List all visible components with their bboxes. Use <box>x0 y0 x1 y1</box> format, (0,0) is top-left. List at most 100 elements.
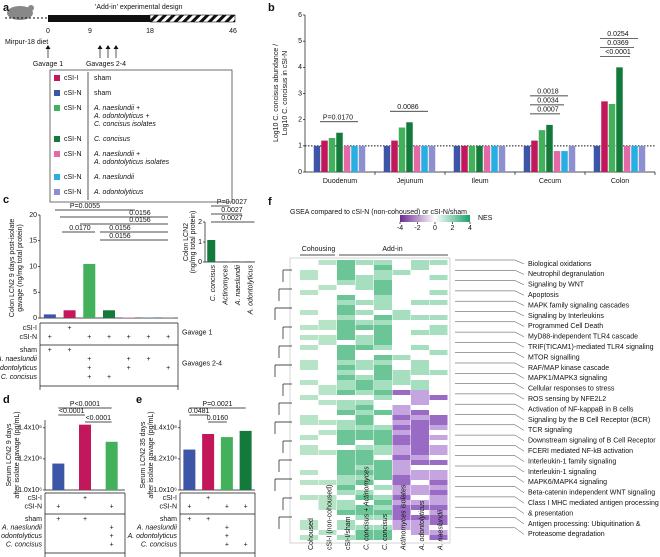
pathway-link <box>514 424 525 431</box>
heatmap-cell <box>337 325 355 330</box>
text: + <box>187 516 191 523</box>
heatmap-cell <box>429 300 448 305</box>
heatmap-cell <box>337 525 355 530</box>
heatmap-cell <box>392 405 411 410</box>
bar <box>538 130 546 172</box>
heatmap-cell <box>337 455 355 460</box>
bar <box>546 124 553 172</box>
arrow-head <box>113 45 119 49</box>
heatmap-cell <box>374 375 392 380</box>
text: 0.0034 <box>537 98 559 105</box>
heatmap-cell <box>374 260 392 265</box>
heatmap-cell <box>337 385 355 390</box>
heatmap-cell <box>300 365 318 370</box>
text: TRIF(TICAM1)-mediated TLR4 signaling <box>528 344 654 351</box>
heatmap-cell <box>374 535 392 540</box>
y-tick-label: 3 <box>298 90 302 97</box>
heatmap-cell <box>374 475 392 480</box>
heatmap-cell <box>337 470 355 475</box>
bar <box>313 145 321 172</box>
heatmap-cell <box>337 440 355 445</box>
heatmap-cell <box>429 290 448 295</box>
bar <box>328 137 336 172</box>
y-tick-label: 10 <box>29 263 37 270</box>
text: Activation of NF-kappaB in B cells <box>528 406 634 413</box>
heatmap-cell <box>374 335 392 340</box>
heatmap-cell <box>337 450 355 455</box>
bar <box>406 122 413 172</box>
heatmap-cell <box>355 445 374 450</box>
heatmap-cell <box>411 395 429 400</box>
y-tick-label: 1 <box>298 143 302 150</box>
bar <box>202 434 215 490</box>
heatmap-cell <box>318 530 337 535</box>
text: Proteasome degradation <box>528 531 605 538</box>
heatmap-cell <box>411 365 429 370</box>
text: + <box>244 503 248 510</box>
heatmap-cell <box>392 420 411 425</box>
bar <box>601 101 608 172</box>
y-tick-label: 5 <box>33 289 37 296</box>
heatmap-cell <box>411 410 429 415</box>
heatmap-cell <box>374 355 392 360</box>
bar <box>561 151 568 172</box>
text: sham <box>25 516 42 523</box>
heatmap-cell <box>392 310 411 315</box>
heatmap-cell <box>355 345 374 350</box>
heatmap-cell <box>318 390 337 395</box>
heatmap-cell <box>355 365 374 370</box>
heatmap-cell <box>374 315 392 320</box>
text: Actinomyces <box>223 265 230 306</box>
heatmap-cell <box>337 465 355 470</box>
bar <box>336 132 343 172</box>
heatmap-cell <box>300 325 318 330</box>
text: Signaling by the B Cell Receptor (BCR) <box>528 417 650 424</box>
heatmap-cell <box>374 485 392 490</box>
pathway-link <box>514 290 525 296</box>
heatmap-cell <box>318 260 337 265</box>
heatmap-cell <box>355 510 374 515</box>
heatmap-cell <box>355 320 374 325</box>
heatmap-cell <box>429 370 448 375</box>
heatmap-cell <box>411 515 429 520</box>
text: A. odontolyticus <box>0 533 42 540</box>
heatmap-cell <box>392 525 411 530</box>
heatmap-cell <box>318 505 337 510</box>
text: Jejunum <box>397 178 424 185</box>
heatmap-cell <box>374 265 392 270</box>
heatmap-cell <box>411 505 429 510</box>
pathway-link <box>514 321 525 327</box>
pathway-link <box>514 414 525 421</box>
pathway-link <box>514 517 525 525</box>
text: + <box>146 334 150 341</box>
heatmap-cell <box>355 505 374 510</box>
y-tick-label: 1.2x10⁶ <box>153 456 177 463</box>
heatmap-cell <box>429 520 448 525</box>
legend-swatch <box>54 136 60 142</box>
text: + <box>48 334 52 341</box>
text: + <box>68 347 72 354</box>
heatmap-cell <box>411 475 429 480</box>
heatmap-cell <box>411 485 429 490</box>
text: Duodenum <box>323 178 357 185</box>
heatmap-cell <box>374 280 392 285</box>
y-tick-label: 0 <box>298 169 302 176</box>
heatmap-cell <box>429 480 448 485</box>
heatmap-cell <box>392 480 411 485</box>
heatmap-cell <box>355 415 374 420</box>
pathway-link <box>514 486 525 493</box>
heatmap-cell <box>374 365 392 370</box>
y-tick-label: 0 <box>198 259 202 266</box>
heatmap-cell <box>411 430 429 435</box>
text: Apoptosis <box>528 292 559 299</box>
heatmap-cell <box>392 415 411 420</box>
heatmap-cell <box>429 435 448 440</box>
text: sham <box>20 347 37 354</box>
heatmap-cell <box>374 465 392 470</box>
bar <box>391 140 398 172</box>
heatmap-cell <box>337 500 355 505</box>
bar <box>631 145 638 172</box>
bar <box>321 140 328 172</box>
heatmap-cell <box>300 290 318 295</box>
heatmap-cell <box>355 300 374 305</box>
